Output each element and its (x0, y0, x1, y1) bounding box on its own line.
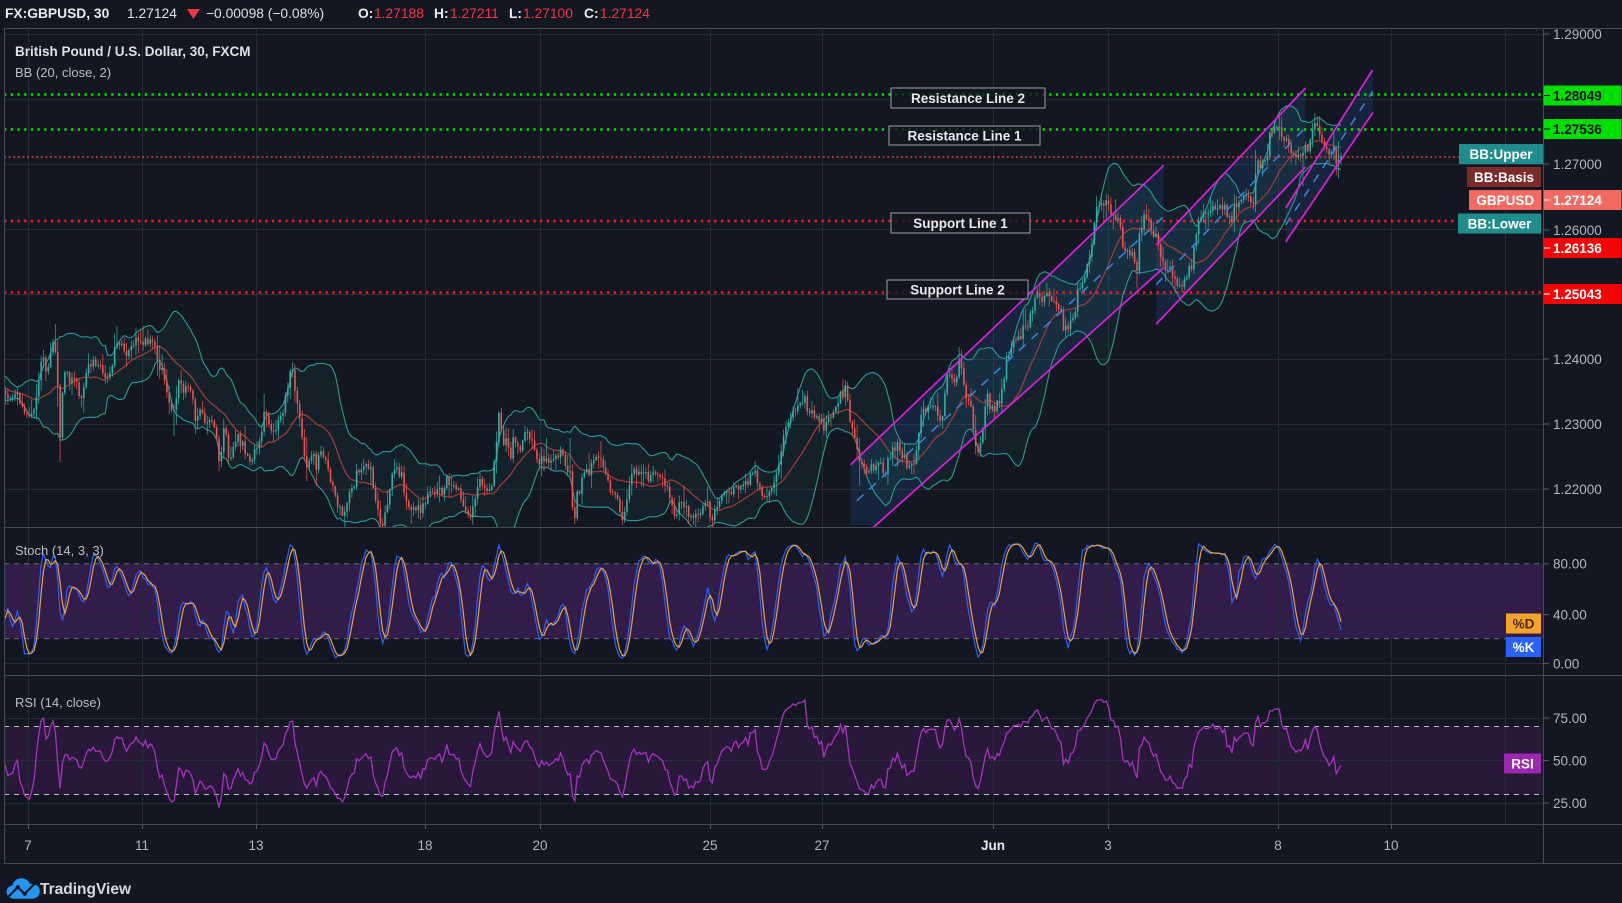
svg-text:RSI (14, close): RSI (14, close) (15, 695, 101, 710)
svg-text:GBPUSD: GBPUSD (1476, 193, 1534, 208)
svg-text:1.26000: 1.26000 (1553, 223, 1602, 238)
svg-text:%D: %D (1513, 616, 1535, 631)
svg-text:8: 8 (1274, 838, 1282, 853)
svg-text:1.27124: 1.27124 (600, 6, 650, 21)
svg-text:1.29000: 1.29000 (1553, 27, 1602, 42)
svg-text:1.25043: 1.25043 (1553, 287, 1602, 302)
svg-text:10: 10 (1383, 838, 1398, 853)
svg-text:Support Line 2: Support Line 2 (910, 282, 1005, 297)
svg-text:13: 13 (248, 838, 263, 853)
svg-text:1.27124: 1.27124 (1553, 193, 1602, 208)
svg-text:1.27100: 1.27100 (523, 6, 573, 21)
svg-text:O:: O: (358, 6, 373, 21)
svg-text:BB:Lower: BB:Lower (1468, 216, 1532, 231)
svg-text:L:: L: (509, 6, 522, 21)
svg-text:7: 7 (24, 838, 32, 853)
svg-text:0.00: 0.00 (1553, 656, 1579, 671)
svg-text:80.00: 80.00 (1553, 557, 1587, 572)
svg-text:Jun: Jun (981, 838, 1005, 853)
svg-text:%K: %K (1513, 640, 1535, 655)
svg-text:1.28049: 1.28049 (1553, 88, 1602, 103)
svg-text:40.00: 40.00 (1553, 607, 1587, 622)
svg-text:1.27536: 1.27536 (1553, 122, 1602, 137)
svg-text:C:: C: (584, 6, 599, 21)
svg-text:11: 11 (135, 838, 149, 853)
svg-text:1.23000: 1.23000 (1553, 417, 1602, 432)
svg-text:20: 20 (532, 838, 547, 853)
svg-text:Stoch (14, 3, 3): Stoch (14, 3, 3) (15, 543, 104, 558)
svg-text:TradingView: TradingView (40, 881, 132, 898)
svg-text:50.00: 50.00 (1553, 753, 1587, 768)
svg-text:BB (20, close, 2): BB (20, close, 2) (15, 65, 111, 80)
svg-text:1.27188: 1.27188 (374, 6, 424, 21)
svg-text:H:: H: (434, 6, 449, 21)
svg-text:1.27211: 1.27211 (450, 6, 499, 21)
svg-text:Support Line 1: Support Line 1 (913, 216, 1008, 231)
svg-text:3: 3 (1104, 838, 1112, 853)
svg-text:25: 25 (702, 838, 717, 853)
svg-text:1.26136: 1.26136 (1553, 241, 1602, 256)
svg-text:1.27000: 1.27000 (1553, 157, 1602, 172)
svg-text:Resistance Line 2: Resistance Line 2 (911, 91, 1025, 106)
svg-text:FX:GBPUSD, 30: FX:GBPUSD, 30 (5, 6, 110, 21)
svg-text:1.22000: 1.22000 (1553, 482, 1602, 497)
svg-text:18: 18 (417, 838, 432, 853)
svg-text:25.00: 25.00 (1553, 796, 1587, 811)
svg-text:75.00: 75.00 (1553, 711, 1587, 726)
svg-text:British Pound / U.S. Dollar, 3: British Pound / U.S. Dollar, 30, FXCM (15, 44, 251, 59)
svg-text:RSI: RSI (1511, 756, 1534, 771)
svg-text:Resistance Line 1: Resistance Line 1 (907, 128, 1022, 143)
svg-text:BB:Basis: BB:Basis (1474, 170, 1534, 185)
svg-text:1.27124: 1.27124 (127, 6, 177, 21)
svg-text:BB:Upper: BB:Upper (1470, 147, 1534, 162)
svg-text:27: 27 (814, 838, 829, 853)
svg-text:−0.00098 (−0.08%): −0.00098 (−0.08%) (206, 6, 324, 21)
svg-text:1.24000: 1.24000 (1553, 352, 1602, 367)
